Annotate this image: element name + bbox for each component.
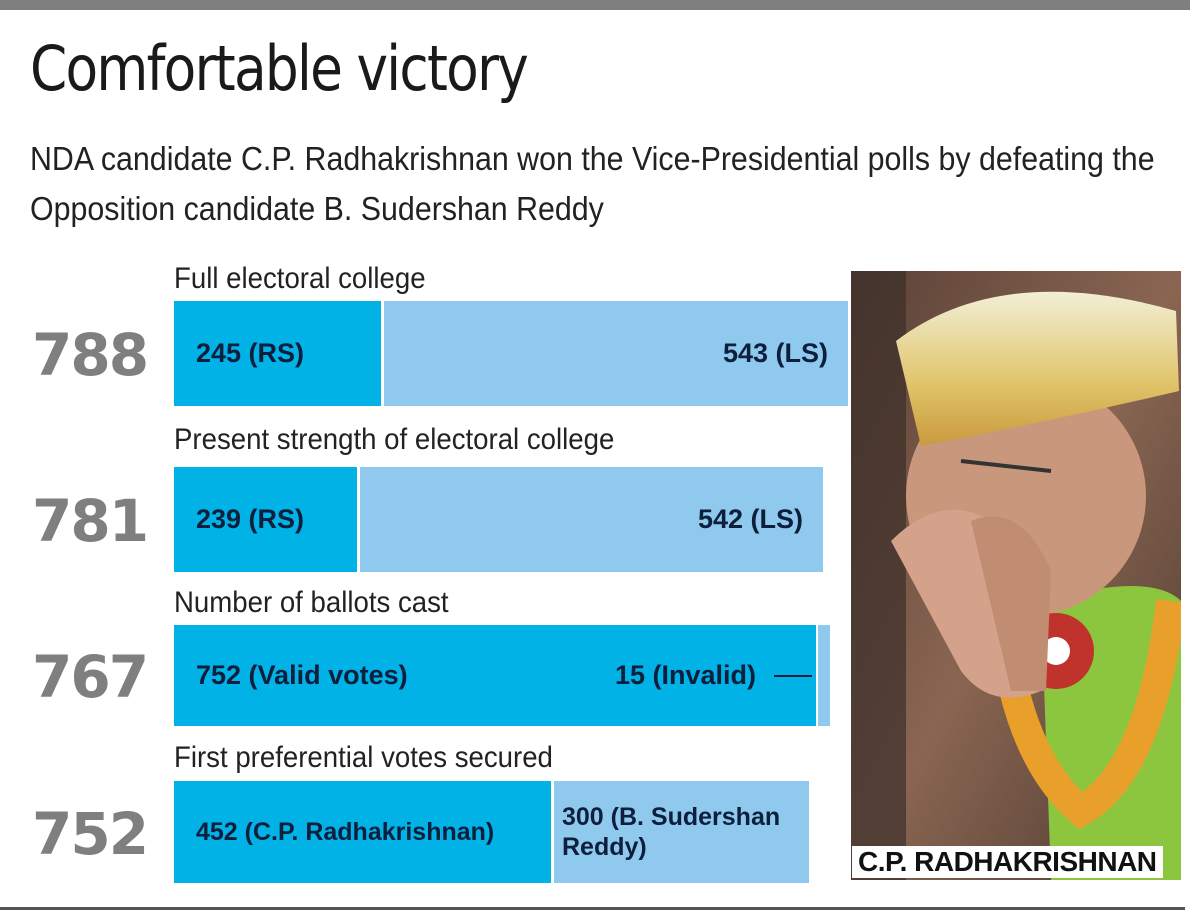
segment-rs: 245 (RS) [174, 301, 381, 406]
segment-valid: 752 (Valid votes) 15 (Invalid) [174, 625, 816, 726]
bottom-rule [0, 907, 1185, 910]
row-label-full-college: Full electoral college [174, 262, 426, 295]
bar-full-college: 245 (RS) 543 (LS) [174, 301, 848, 406]
segment-radhakrishnan: 452 (C.P. Radhakrishnan) [174, 781, 551, 883]
candidate-photo [851, 271, 1181, 880]
segment-invalid [816, 625, 830, 726]
segment-reddy: 300 (B. Sudershan Reddy) [551, 781, 809, 883]
bar-present-strength: 239 (RS) 542 (LS) [174, 467, 823, 572]
segment-ls: 542 (LS) [357, 467, 823, 572]
bar-first-pref: 452 (C.P. Radhakrishnan) 300 (B. Sudersh… [174, 781, 809, 883]
segment-rs: 239 (RS) [174, 467, 357, 572]
bar-ballots-cast: 752 (Valid votes) 15 (Invalid) [174, 625, 830, 726]
row-label-present-strength: Present strength of electoral college [174, 423, 615, 456]
valid-votes-label: 752 (Valid votes) [196, 660, 408, 690]
portrait-illustration [851, 271, 1181, 880]
row-label-ballots-cast: Number of ballots cast [174, 586, 449, 619]
row-label-first-pref: First preferential votes secured [174, 741, 553, 774]
total-ballots-cast: 767 [32, 643, 149, 711]
segment-ls: 543 (LS) [381, 301, 848, 406]
total-present-strength: 781 [32, 487, 149, 555]
total-full-college: 788 [32, 321, 149, 389]
photo-caption: C.P. RADHAKRISHNAN [852, 846, 1163, 878]
page-title: Comfortable victory [30, 32, 529, 105]
invalid-votes-label: 15 (Invalid) [614, 660, 756, 690]
top-rule [0, 0, 1190, 10]
total-first-pref: 752 [32, 800, 149, 868]
invalid-label-wrap: 15 (Invalid) [615, 660, 812, 691]
subtitle: NDA candidate C.P. Radhakrishnan won the… [30, 140, 1155, 227]
leader-line [774, 674, 812, 677]
